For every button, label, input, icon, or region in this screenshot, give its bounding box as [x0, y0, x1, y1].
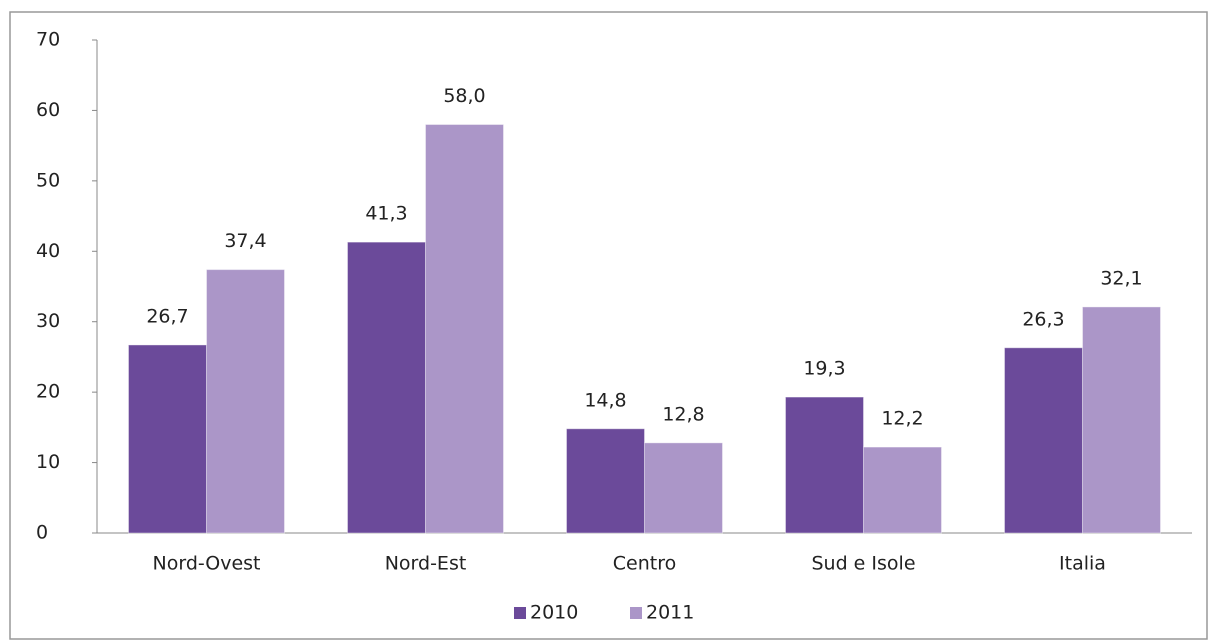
y-tick-label: 20	[36, 381, 60, 403]
value-label: 12,8	[662, 403, 704, 425]
y-tick-label: 50	[36, 169, 60, 191]
y-tick-label: 60	[36, 99, 60, 121]
y-tick-label: 70	[36, 29, 60, 51]
value-label: 19,3	[803, 358, 845, 380]
value-label: 26,7	[146, 305, 188, 327]
legend-label: 2011	[646, 602, 694, 624]
value-label: 12,2	[881, 408, 923, 430]
value-label: 58,0	[443, 85, 485, 107]
bar	[128, 344, 207, 534]
bar	[863, 446, 942, 534]
bar	[1004, 347, 1083, 534]
x-tick-label: Nord-Est	[385, 553, 467, 575]
bar	[566, 428, 645, 534]
bar	[425, 124, 504, 534]
bar	[785, 396, 864, 534]
legend-swatch	[630, 607, 642, 619]
bar	[644, 442, 723, 534]
x-tick-label: Centro	[613, 553, 676, 575]
y-tick-label: 10	[36, 451, 60, 473]
x-tick-label: Italia	[1059, 553, 1106, 575]
bar	[1082, 306, 1161, 534]
legend-label: 2010	[530, 602, 578, 624]
bar	[206, 269, 285, 534]
bar	[347, 241, 426, 534]
value-label: 26,3	[1022, 308, 1064, 330]
y-tick-label: 30	[36, 310, 60, 332]
value-label: 37,4	[224, 230, 266, 252]
y-tick-label: 40	[36, 240, 60, 262]
value-label: 41,3	[365, 203, 407, 225]
x-tick-label: Sud e Isole	[811, 553, 915, 575]
y-tick-label: 0	[36, 522, 48, 544]
legend-swatch	[514, 607, 526, 619]
value-label: 14,8	[584, 389, 626, 411]
x-tick-label: Nord-Ovest	[153, 553, 261, 575]
value-label: 32,1	[1100, 267, 1142, 289]
